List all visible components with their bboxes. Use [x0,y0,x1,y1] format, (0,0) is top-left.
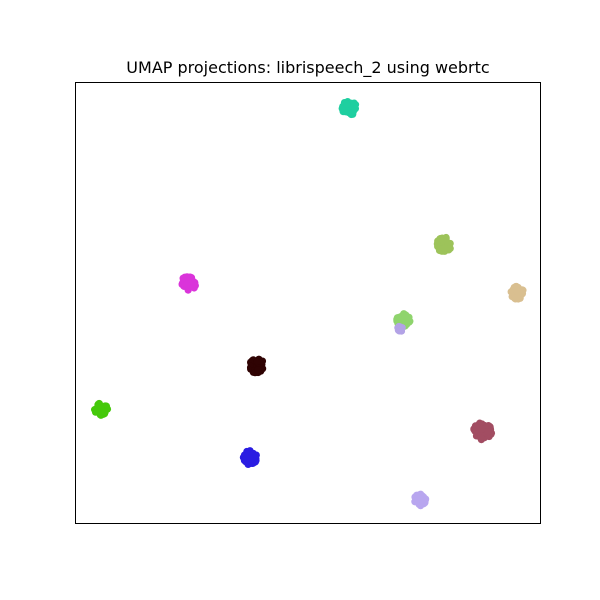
scatter-point [510,294,519,302]
scatter-point [351,105,360,113]
scatter-point [93,407,102,415]
scatter-point [413,495,421,503]
scatter-point [183,280,191,288]
scatter-point [179,274,187,282]
scatter-point [441,244,449,252]
scatter-point [254,366,262,374]
scatter-point [401,312,409,320]
scatter-point [444,239,452,247]
cluster-10 [411,490,430,510]
scatter-point [258,357,267,365]
scatter-point [393,314,402,322]
cluster-8 [470,419,496,444]
scatter-point [338,105,346,113]
cluster-5 [394,322,406,335]
scatter-point [446,245,454,253]
scatter-point [434,237,442,245]
plot-frame [75,82,541,524]
scatter-point [252,451,260,459]
cluster-1 [433,233,454,255]
scatter-point [347,109,355,117]
cluster-0 [338,97,360,119]
scatter-point [242,455,250,463]
scatter-point [512,286,520,294]
scatter-point [343,100,351,108]
cluster-7 [91,399,112,419]
cluster-6 [246,355,267,377]
scatter-point [472,423,480,431]
points-layer [91,97,527,510]
cluster-3 [178,273,199,294]
chart-title: UMAP projections: librispeech_2 using we… [126,58,490,77]
scatter-point [243,447,251,456]
scatter-point [422,495,430,503]
scatter-point [101,408,109,416]
scatter-point [186,273,194,281]
scatter-point [253,358,261,366]
scatter-point [478,425,486,433]
scatter-point [396,323,404,332]
scatter-point [477,434,485,442]
scatter-point [484,427,492,436]
cluster-9 [239,447,260,469]
cluster-2 [507,282,527,303]
